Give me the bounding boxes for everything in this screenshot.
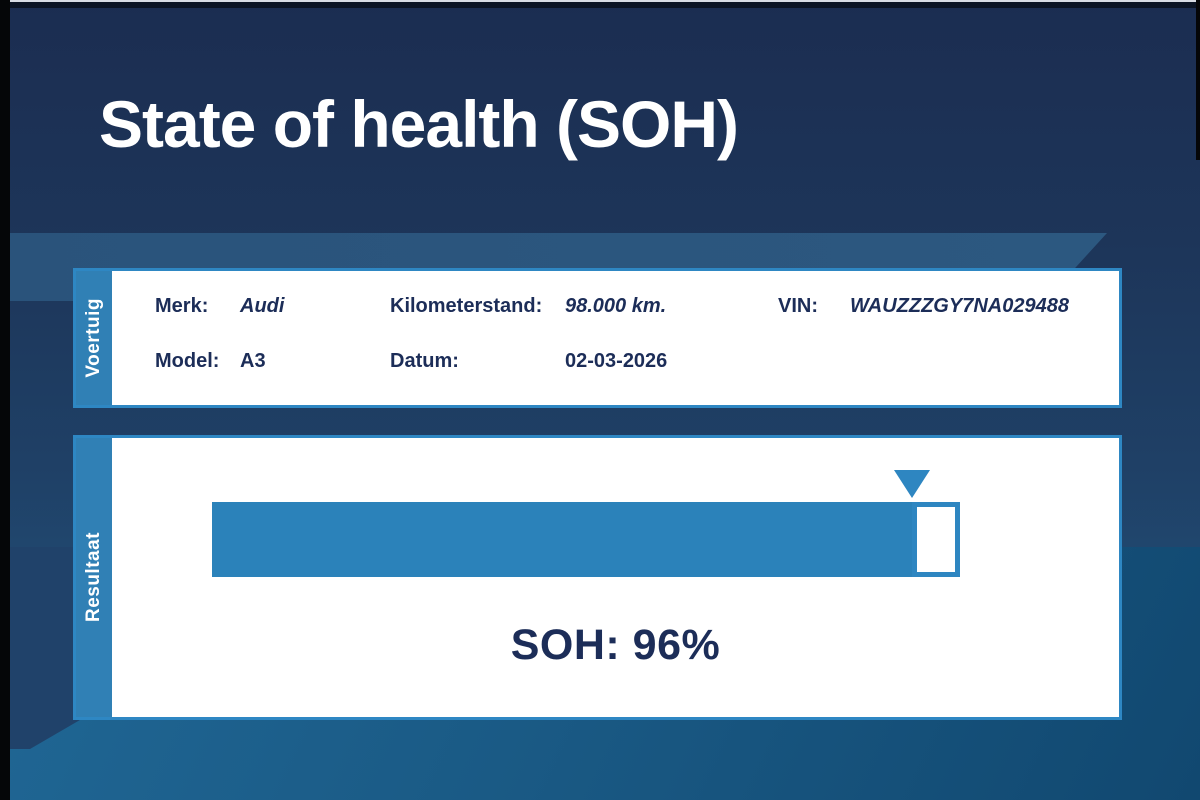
- soh-bar-fill: [212, 502, 913, 577]
- top-edge-line: [10, 0, 1200, 2]
- field-label-vin: VIN:: [778, 295, 818, 317]
- result-card: Resultaat SOH: 96%: [73, 435, 1122, 720]
- field-value-model: A3: [240, 350, 266, 372]
- field-value-merk: Audi: [240, 295, 285, 317]
- field-label-model: Model:: [155, 350, 220, 372]
- field-label-datum: Datum:: [390, 350, 459, 372]
- soh-marker-triangle-icon: [894, 470, 931, 498]
- result-card-content: SOH: 96%: [112, 438, 1119, 717]
- vehicle-card-sidebar: Voertuig: [76, 271, 112, 405]
- soh-bar-track: [212, 470, 960, 577]
- field-value-datum: 02-03-2026: [565, 350, 668, 372]
- left-black-strip: [0, 0, 10, 800]
- soh-bar-remainder: [912, 502, 960, 577]
- field-value-kilometerstand: 98.000 km.: [565, 295, 667, 317]
- result-card-sidebar-label: Resultaat: [83, 532, 104, 623]
- vehicle-card-content: Merk: Audi Model: A3 Kilometerstand: 98.…: [112, 271, 1119, 405]
- soh-value-text: SOH: 96%: [510, 621, 721, 669]
- field-label-kilometerstand: Kilometerstand:: [390, 295, 543, 317]
- result-card-sidebar: Resultaat: [76, 438, 112, 717]
- page-title: State of health (SOH): [99, 87, 739, 161]
- field-value-vin: WAUZZZGY7NA029488: [850, 295, 1069, 317]
- vehicle-card: Voertuig Merk: Audi Model: A3 Kilometers…: [73, 268, 1122, 408]
- top-dark-bar: [10, 2, 1200, 8]
- vehicle-card-sidebar-label: Voertuig: [83, 298, 104, 378]
- right-black-strip: [1196, 0, 1200, 160]
- field-label-merk: Merk:: [155, 295, 209, 317]
